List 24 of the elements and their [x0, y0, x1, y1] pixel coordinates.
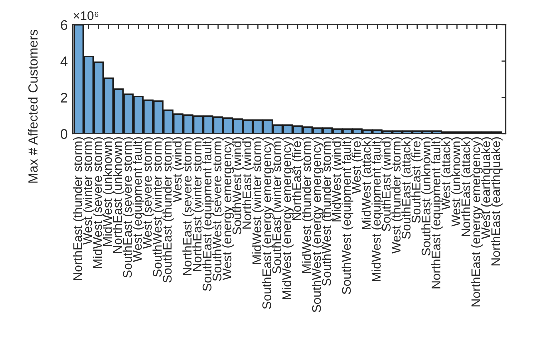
x-tick-label: MidWest (equipment fault) [372, 138, 384, 282]
x-tick-label: MidWest (thunder storm) [302, 138, 314, 274]
x-tick-label: MidWest (winter storm) [252, 138, 264, 264]
y-tick-label: 0 [60, 129, 68, 140]
x-tick-label: West (severe storm) [142, 138, 154, 250]
x-tick-label: NorthEast (thunder storm) [73, 138, 85, 280]
y-tick-label: 6 [61, 20, 68, 30]
x-tick-label: NorthEast (energy emergency) [471, 138, 483, 307]
y-tick-label: 4 [60, 56, 68, 66]
x-tick-label: NorthEast (earthquake) [491, 138, 503, 266]
x-tick-label: SouthEast (thunder storm) [162, 138, 174, 283]
x-tick-label: NorthEast (attack) [461, 138, 473, 236]
x-tick-label: SouthEast (energy emergency) [262, 138, 274, 310]
y-axis-title: Max # Affected Customers [28, 30, 38, 183]
x-tick-label: West (winter storm) [83, 138, 95, 245]
x-tick-label: West (energy emergency) [222, 138, 234, 280]
x-tick-label: West (thunder storm) [392, 138, 404, 254]
x-tick-label: West (wind) [172, 138, 184, 202]
y-tick-label: 2 [61, 93, 68, 103]
x-tick-label: SouthWest (equipment fault) [342, 138, 354, 294]
text: ×10⁶ [74, 12, 99, 20]
x-tick-label: NorthEast (equipment fault) [431, 138, 444, 289]
x-tick-label: MidWest (wind) [332, 138, 344, 222]
x-tick-label: MidWest (energy emergency) [282, 138, 294, 300]
